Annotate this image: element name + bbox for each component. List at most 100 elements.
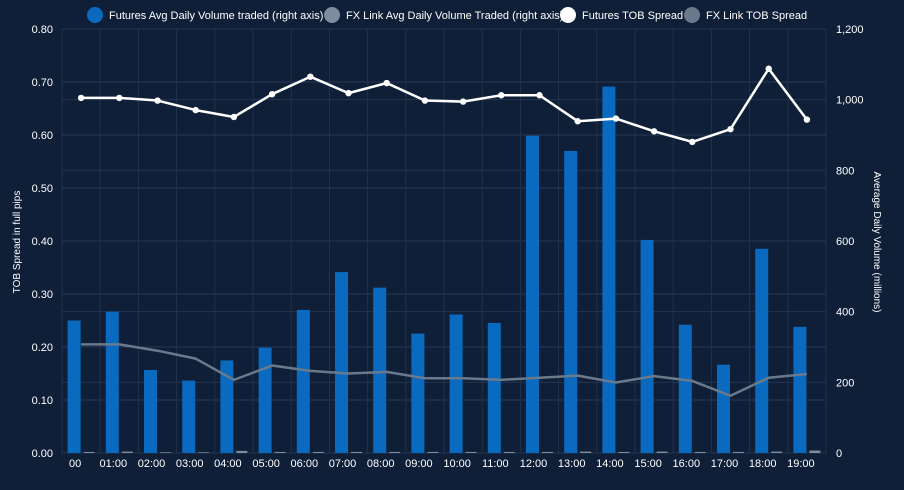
x-tick-label: 08:00 <box>367 458 395 470</box>
futures-volume-bar[interactable] <box>296 309 310 453</box>
futures-spread-point[interactable] <box>803 116 811 123</box>
fxlink-volume-bar[interactable] <box>771 451 783 453</box>
futures-volume-bar[interactable] <box>449 314 463 453</box>
futures-spread-point[interactable] <box>307 73 314 80</box>
futures-spread-point[interactable] <box>650 128 658 135</box>
x-tick-label: 10:00 <box>443 458 471 470</box>
left-tick-label: 0.30 <box>32 289 53 301</box>
futures-volume-bar[interactable] <box>487 322 501 453</box>
futures-spread-point[interactable] <box>192 106 199 114</box>
x-tick-label: 05:00 <box>252 458 280 470</box>
legend-label: Futures TOB Spread <box>582 10 683 22</box>
x-tick-label: 01:00 <box>100 458 128 470</box>
fxlink-spread-line[interactable] <box>81 343 808 398</box>
futures-spread-point[interactable] <box>421 97 429 104</box>
fxlink-volume-bar[interactable] <box>580 451 592 453</box>
futures-volume-bar[interactable] <box>335 272 348 453</box>
futures-spread-point[interactable] <box>116 94 123 102</box>
fxlink-volume-bar[interactable] <box>83 451 95 453</box>
spread-lines <box>77 65 811 398</box>
futures-volume-bar[interactable] <box>411 333 425 453</box>
futures-volume-bar[interactable] <box>67 320 81 454</box>
futures-volume-bar[interactable] <box>373 287 387 453</box>
futures-volume-bar[interactable] <box>717 364 730 453</box>
legend-item[interactable]: Futures Avg Daily Volume traded (right a… <box>87 7 323 23</box>
left-tick-label: 0.80 <box>32 24 53 36</box>
futures-volume-bar[interactable] <box>220 360 234 453</box>
fxlink-volume-bar[interactable] <box>274 451 286 453</box>
futures-volume-bar[interactable] <box>602 86 616 454</box>
x-tick-label: 11:00 <box>482 458 509 470</box>
fxlink-volume-bar[interactable] <box>618 451 630 453</box>
fxlink-volume-bar[interactable] <box>198 452 210 453</box>
fxlink-volume-bar[interactable] <box>312 451 324 453</box>
futures-spread-line[interactable] <box>81 67 808 144</box>
futures-volume-bar[interactable] <box>526 135 539 453</box>
legend-swatch <box>684 7 700 23</box>
fxlink-volume-bar[interactable] <box>503 451 515 453</box>
legend-item[interactable]: Futures TOB Spread <box>560 7 683 23</box>
futures-volume-bar[interactable] <box>640 239 654 453</box>
futures-volume-bar[interactable] <box>182 380 196 453</box>
legend-item[interactable]: FX Link Avg Daily Volume Traded (right a… <box>324 7 563 23</box>
futures-spread-point[interactable] <box>230 113 238 121</box>
x-tick-label: 06:00 <box>291 458 319 470</box>
right-tick-label: 600 <box>836 236 854 248</box>
x-tick-label: 14:00 <box>596 458 624 470</box>
futures-spread-point[interactable] <box>154 97 161 104</box>
futures-spread-point[interactable] <box>345 89 352 97</box>
right-tick-label: 400 <box>836 307 854 319</box>
x-tick-label: 17:00 <box>711 458 739 470</box>
fxlink-volume-bar[interactable] <box>809 450 821 453</box>
left-tick-label: 0.00 <box>32 448 53 460</box>
left-axis: 0.00 0.10 0.20 0.30 0.40 0.50 0.60 0.70 0.80 <box>32 24 53 460</box>
right-axis-title: Average Daily Volume (millions) <box>871 172 882 313</box>
futures-spread-point[interactable] <box>727 125 734 133</box>
futures-spread-point[interactable] <box>689 138 696 146</box>
right-axis: 0 200 400 600 800 1,000 1,200 <box>836 24 864 460</box>
x-tick-label: 02:00 <box>138 458 166 470</box>
futures-spread-point[interactable] <box>498 92 505 99</box>
fxlink-volume-bar[interactable] <box>542 451 553 453</box>
left-tick-label: 0.20 <box>32 342 53 354</box>
futures-spread-point[interactable] <box>383 79 390 87</box>
futures-volume-bar[interactable] <box>564 150 578 453</box>
futures-spread-point[interactable] <box>612 115 620 122</box>
left-axis-title: TOB Spread in full pips <box>12 191 23 294</box>
fxlink-volume-bar[interactable] <box>121 451 133 453</box>
fxlink-volume-bar[interactable] <box>694 451 706 453</box>
x-tick-label: 13:00 <box>558 458 586 470</box>
futures-spread-point[interactable] <box>536 92 543 99</box>
x-tick-label: 03:00 <box>176 458 204 470</box>
futures-volume-bar[interactable] <box>793 326 807 453</box>
futures-volume-bar[interactable] <box>755 248 769 453</box>
futures-volume-bar[interactable] <box>258 347 272 453</box>
fxlink-volume-bar[interactable] <box>236 450 248 453</box>
left-tick-label: 0.10 <box>32 395 53 407</box>
futures-spread-point[interactable] <box>765 65 772 72</box>
fxlink-volume-bar[interactable] <box>160 452 171 453</box>
fxlink-volume-bar[interactable] <box>351 451 362 453</box>
fxlink-volume-bar[interactable] <box>656 451 668 453</box>
futures-spread-point[interactable] <box>459 98 467 105</box>
legend-item[interactable]: FX Link TOB Spread <box>684 7 807 23</box>
futures-spread-point[interactable] <box>574 118 581 125</box>
fxlink-volume-bar[interactable] <box>733 451 744 453</box>
fxlink-volume-bar[interactable] <box>427 451 439 453</box>
x-tick-label: 09:00 <box>405 458 433 470</box>
futures-spread-point[interactable] <box>77 94 85 102</box>
futures-volume-bar[interactable] <box>678 324 692 453</box>
legend-swatch <box>87 7 103 23</box>
futures-volume-bar[interactable] <box>105 311 119 453</box>
futures-spread-point[interactable] <box>268 90 276 98</box>
left-tick-label: 0.40 <box>32 236 53 248</box>
legend[interactable]: Futures Avg Daily Volume traded (right a… <box>87 7 807 23</box>
right-tick-label: 0 <box>836 448 842 460</box>
futures-volume-bar[interactable] <box>144 369 157 453</box>
legend-label: Futures Avg Daily Volume traded (right a… <box>109 10 323 22</box>
fxlink-volume-bar[interactable] <box>465 451 477 453</box>
x-tick-label: 07:00 <box>329 458 357 470</box>
left-tick-label: 0.60 <box>32 130 53 142</box>
fxlink-volume-bar[interactable] <box>389 451 401 453</box>
